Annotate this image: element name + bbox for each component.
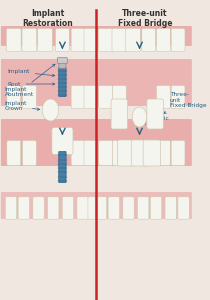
Text: Implant
Crown: Implant Crown (5, 100, 40, 111)
FancyBboxPatch shape (55, 28, 69, 52)
FancyBboxPatch shape (143, 140, 161, 166)
FancyBboxPatch shape (52, 128, 73, 154)
FancyBboxPatch shape (1, 26, 97, 46)
FancyBboxPatch shape (88, 197, 99, 219)
FancyBboxPatch shape (59, 62, 66, 68)
FancyBboxPatch shape (99, 140, 112, 166)
FancyBboxPatch shape (112, 140, 126, 166)
FancyBboxPatch shape (123, 197, 134, 219)
FancyBboxPatch shape (112, 28, 127, 52)
Text: Three-unit
Fixed Bridge: Three-unit Fixed Bridge (118, 9, 172, 28)
FancyBboxPatch shape (7, 28, 21, 52)
FancyBboxPatch shape (71, 140, 85, 166)
FancyBboxPatch shape (150, 197, 162, 219)
FancyBboxPatch shape (96, 59, 192, 106)
FancyBboxPatch shape (77, 197, 88, 219)
FancyBboxPatch shape (47, 197, 59, 219)
Text: Implant
Restoration: Implant Restoration (22, 9, 73, 28)
FancyBboxPatch shape (1, 119, 97, 166)
FancyBboxPatch shape (156, 85, 170, 109)
FancyBboxPatch shape (112, 85, 126, 109)
FancyBboxPatch shape (156, 28, 170, 52)
FancyBboxPatch shape (126, 28, 140, 52)
FancyBboxPatch shape (7, 140, 21, 166)
FancyBboxPatch shape (96, 192, 192, 219)
FancyBboxPatch shape (156, 140, 170, 166)
Ellipse shape (42, 99, 59, 121)
FancyBboxPatch shape (71, 85, 85, 109)
Ellipse shape (132, 107, 147, 127)
FancyBboxPatch shape (178, 197, 189, 219)
FancyBboxPatch shape (171, 140, 185, 166)
FancyBboxPatch shape (33, 197, 44, 219)
FancyBboxPatch shape (84, 140, 98, 166)
Text: Three-
unit
Fixed Bridge: Three- unit Fixed Bridge (164, 92, 206, 113)
Text: Implant
Abutment: Implant Abutment (5, 64, 55, 98)
FancyBboxPatch shape (138, 197, 149, 219)
FancyBboxPatch shape (96, 26, 192, 46)
FancyBboxPatch shape (95, 197, 107, 219)
FancyBboxPatch shape (38, 28, 52, 52)
FancyBboxPatch shape (84, 28, 98, 52)
FancyBboxPatch shape (71, 28, 85, 52)
FancyBboxPatch shape (131, 140, 148, 166)
FancyBboxPatch shape (96, 119, 192, 166)
FancyBboxPatch shape (22, 28, 37, 52)
FancyBboxPatch shape (59, 68, 66, 97)
FancyBboxPatch shape (22, 140, 36, 166)
FancyBboxPatch shape (165, 197, 176, 219)
FancyBboxPatch shape (142, 28, 156, 52)
FancyBboxPatch shape (111, 99, 128, 129)
FancyBboxPatch shape (59, 152, 66, 182)
Text: Pontic: Pontic (143, 116, 169, 124)
FancyBboxPatch shape (7, 85, 21, 109)
FancyBboxPatch shape (98, 28, 113, 52)
FancyBboxPatch shape (171, 28, 185, 52)
FancyBboxPatch shape (147, 99, 163, 129)
FancyBboxPatch shape (22, 85, 36, 109)
FancyBboxPatch shape (108, 197, 119, 219)
Text: Implant: Implant (7, 70, 55, 76)
FancyBboxPatch shape (18, 197, 30, 219)
FancyBboxPatch shape (5, 197, 17, 219)
FancyBboxPatch shape (84, 85, 98, 109)
FancyBboxPatch shape (117, 140, 136, 166)
FancyBboxPatch shape (1, 59, 97, 106)
FancyBboxPatch shape (1, 192, 97, 219)
FancyBboxPatch shape (58, 58, 67, 63)
Text: Root: Root (7, 82, 55, 86)
FancyBboxPatch shape (171, 85, 185, 109)
FancyBboxPatch shape (99, 85, 112, 109)
FancyBboxPatch shape (62, 197, 74, 219)
